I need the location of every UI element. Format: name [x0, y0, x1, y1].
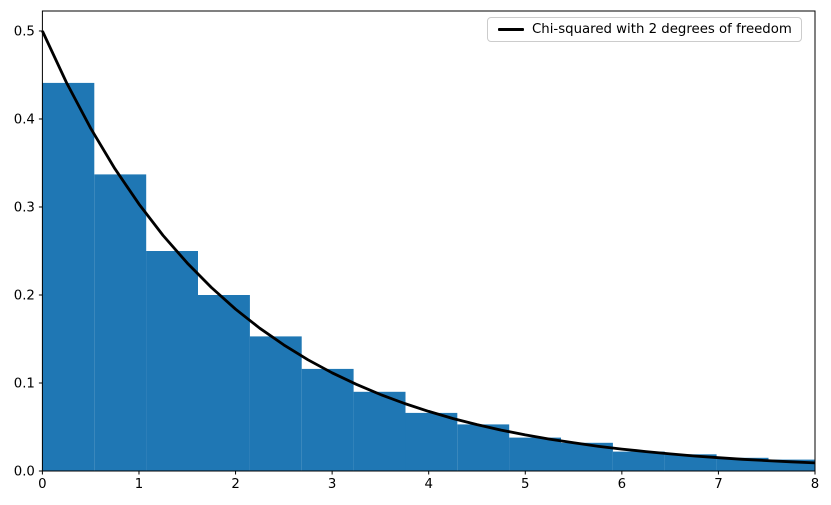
x-tick-label: 8: [811, 477, 819, 492]
histogram-bar: [353, 391, 406, 471]
legend-line-icon: [498, 28, 524, 31]
y-tick-label: 0.2: [14, 289, 35, 304]
histogram-bar: [301, 368, 354, 471]
y-tick-label: 0.5: [14, 25, 35, 40]
y-tick-label: 0.0: [14, 465, 35, 480]
y-tick-label: 0.3: [14, 201, 35, 216]
histogram-bar: [664, 454, 717, 471]
histogram-bar: [94, 174, 147, 471]
x-tick-label: 0: [38, 477, 46, 492]
histogram-bar: [457, 424, 510, 471]
x-tick-label: 5: [521, 477, 529, 492]
histogram-bar: [509, 437, 561, 471]
histogram-bar: [612, 451, 665, 471]
pdf-curve: [41, 30, 816, 465]
x-tick-label: 6: [618, 477, 626, 492]
legend: Chi-squared with 2 degrees of freedom: [487, 17, 802, 42]
x-tick-label: 7: [714, 477, 722, 492]
x-tick-label: 3: [328, 477, 336, 492]
legend-label: Chi-squared with 2 degrees of freedom: [532, 22, 792, 37]
histogram-bar: [146, 251, 198, 471]
histogram-bar: [198, 295, 250, 471]
histogram-bar: [42, 82, 95, 472]
histogram-bar: [249, 336, 302, 471]
y-tick-label: 0.1: [14, 377, 35, 392]
x-tick-label: 1: [135, 477, 143, 492]
x-tick-label: 4: [424, 477, 432, 492]
histogram-bar: [768, 459, 815, 471]
y-tick-label: 0.4: [14, 113, 35, 128]
x-tick-label: 2: [231, 477, 239, 492]
histogram-bar: [405, 412, 458, 471]
